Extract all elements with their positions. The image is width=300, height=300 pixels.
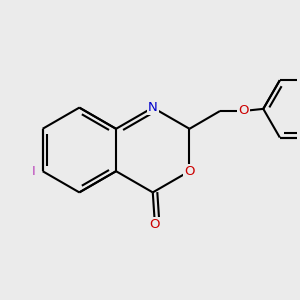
Text: O: O [184, 165, 195, 178]
Text: N: N [148, 101, 158, 114]
Text: O: O [238, 104, 249, 118]
Text: I: I [32, 165, 35, 178]
Text: O: O [238, 104, 249, 118]
Text: O: O [184, 165, 195, 178]
Text: O: O [150, 218, 160, 231]
Text: O: O [150, 218, 160, 231]
Text: I: I [32, 165, 35, 178]
Text: N: N [148, 101, 158, 114]
